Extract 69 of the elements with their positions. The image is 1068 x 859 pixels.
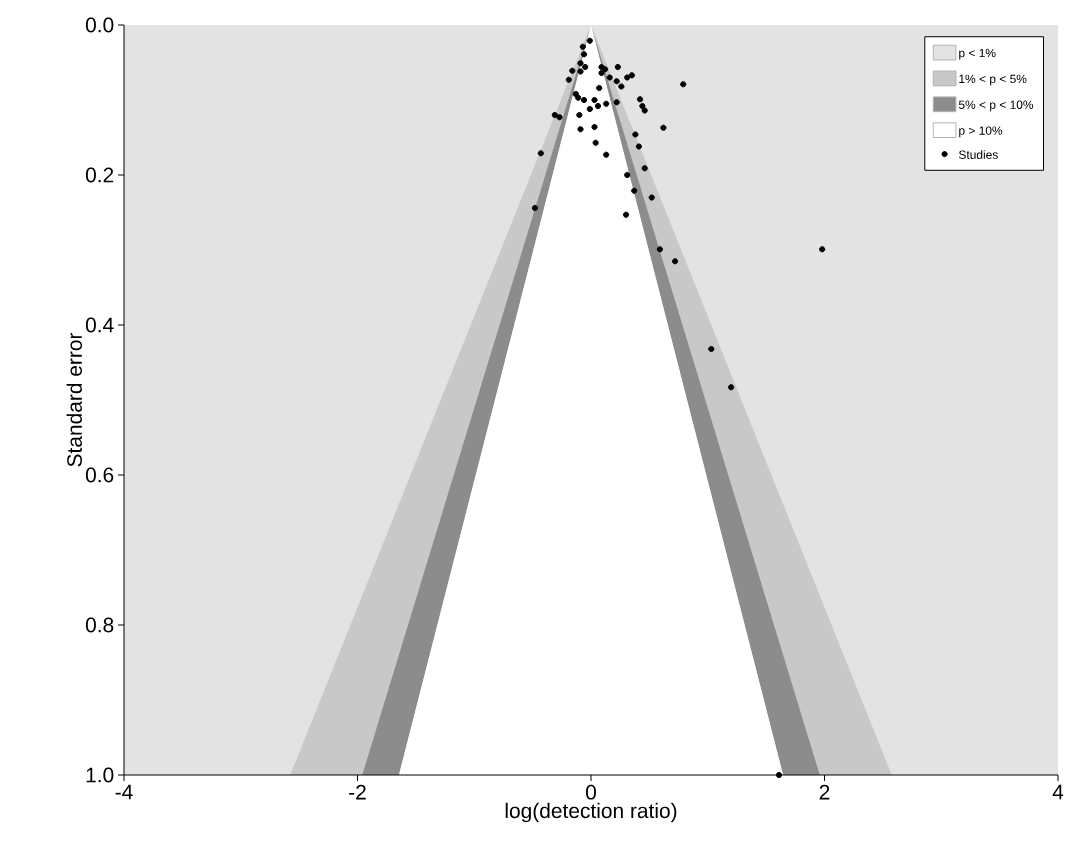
point xyxy=(575,94,582,101)
legend-label: 1% < p < 5% xyxy=(959,74,1027,86)
point xyxy=(613,99,620,106)
point xyxy=(556,114,563,121)
y-tick-label: 0.0 xyxy=(85,17,114,33)
y-tick-label: 0.8 xyxy=(85,617,114,633)
point xyxy=(775,771,783,779)
y-tick-label: 0.6 xyxy=(85,467,114,483)
point xyxy=(728,384,735,391)
legend-label: p > 10% xyxy=(959,126,1003,138)
point xyxy=(618,83,625,90)
point xyxy=(577,60,584,67)
point xyxy=(660,124,667,131)
point xyxy=(641,107,648,114)
point xyxy=(603,151,610,158)
x-tick-label: 4 xyxy=(1052,784,1064,800)
point xyxy=(582,63,589,71)
point xyxy=(622,211,630,218)
point xyxy=(819,246,826,253)
point xyxy=(577,68,584,75)
x-tick-label: 2 xyxy=(819,784,830,800)
point xyxy=(577,126,584,133)
x-tick-label: -4 xyxy=(115,784,133,800)
point xyxy=(624,171,631,179)
point xyxy=(537,150,544,157)
point xyxy=(586,105,593,113)
point xyxy=(656,246,663,253)
point xyxy=(592,139,599,146)
x-tick-label: 0 xyxy=(586,784,596,800)
point xyxy=(551,111,558,119)
point xyxy=(596,84,603,92)
point xyxy=(531,204,539,212)
point xyxy=(639,102,646,110)
point xyxy=(636,96,644,103)
point xyxy=(624,74,631,81)
point xyxy=(586,37,593,44)
point xyxy=(680,81,687,88)
y-tick-label: 0.2 xyxy=(85,167,114,183)
y-tick-label: 0.4 xyxy=(85,317,114,333)
point xyxy=(601,66,609,73)
point xyxy=(565,76,572,83)
point xyxy=(598,69,605,77)
point xyxy=(671,258,679,265)
point xyxy=(641,165,648,172)
point xyxy=(591,123,598,131)
point xyxy=(569,67,576,74)
legend-label: Studies xyxy=(958,150,998,159)
point xyxy=(603,100,610,107)
y-tick-label: 1.0 xyxy=(86,767,114,783)
point xyxy=(580,51,588,58)
point xyxy=(614,63,621,71)
point xyxy=(613,78,620,85)
x-tick-label: -2 xyxy=(349,784,366,800)
point xyxy=(606,74,613,81)
point xyxy=(579,43,586,50)
legend-label: 5% < p < 10% xyxy=(958,100,1034,112)
point xyxy=(628,72,635,79)
point xyxy=(631,187,638,194)
point xyxy=(576,111,583,119)
band-label: p < 1% xyxy=(959,48,996,60)
point xyxy=(591,96,598,104)
point xyxy=(708,345,715,353)
point xyxy=(632,131,639,138)
y-axis-title: Standard error xyxy=(66,332,82,467)
x-axis-title: log(detection ratio) xyxy=(505,802,677,823)
point xyxy=(648,194,655,201)
point xyxy=(594,102,602,110)
point xyxy=(580,96,588,104)
point xyxy=(635,143,642,150)
